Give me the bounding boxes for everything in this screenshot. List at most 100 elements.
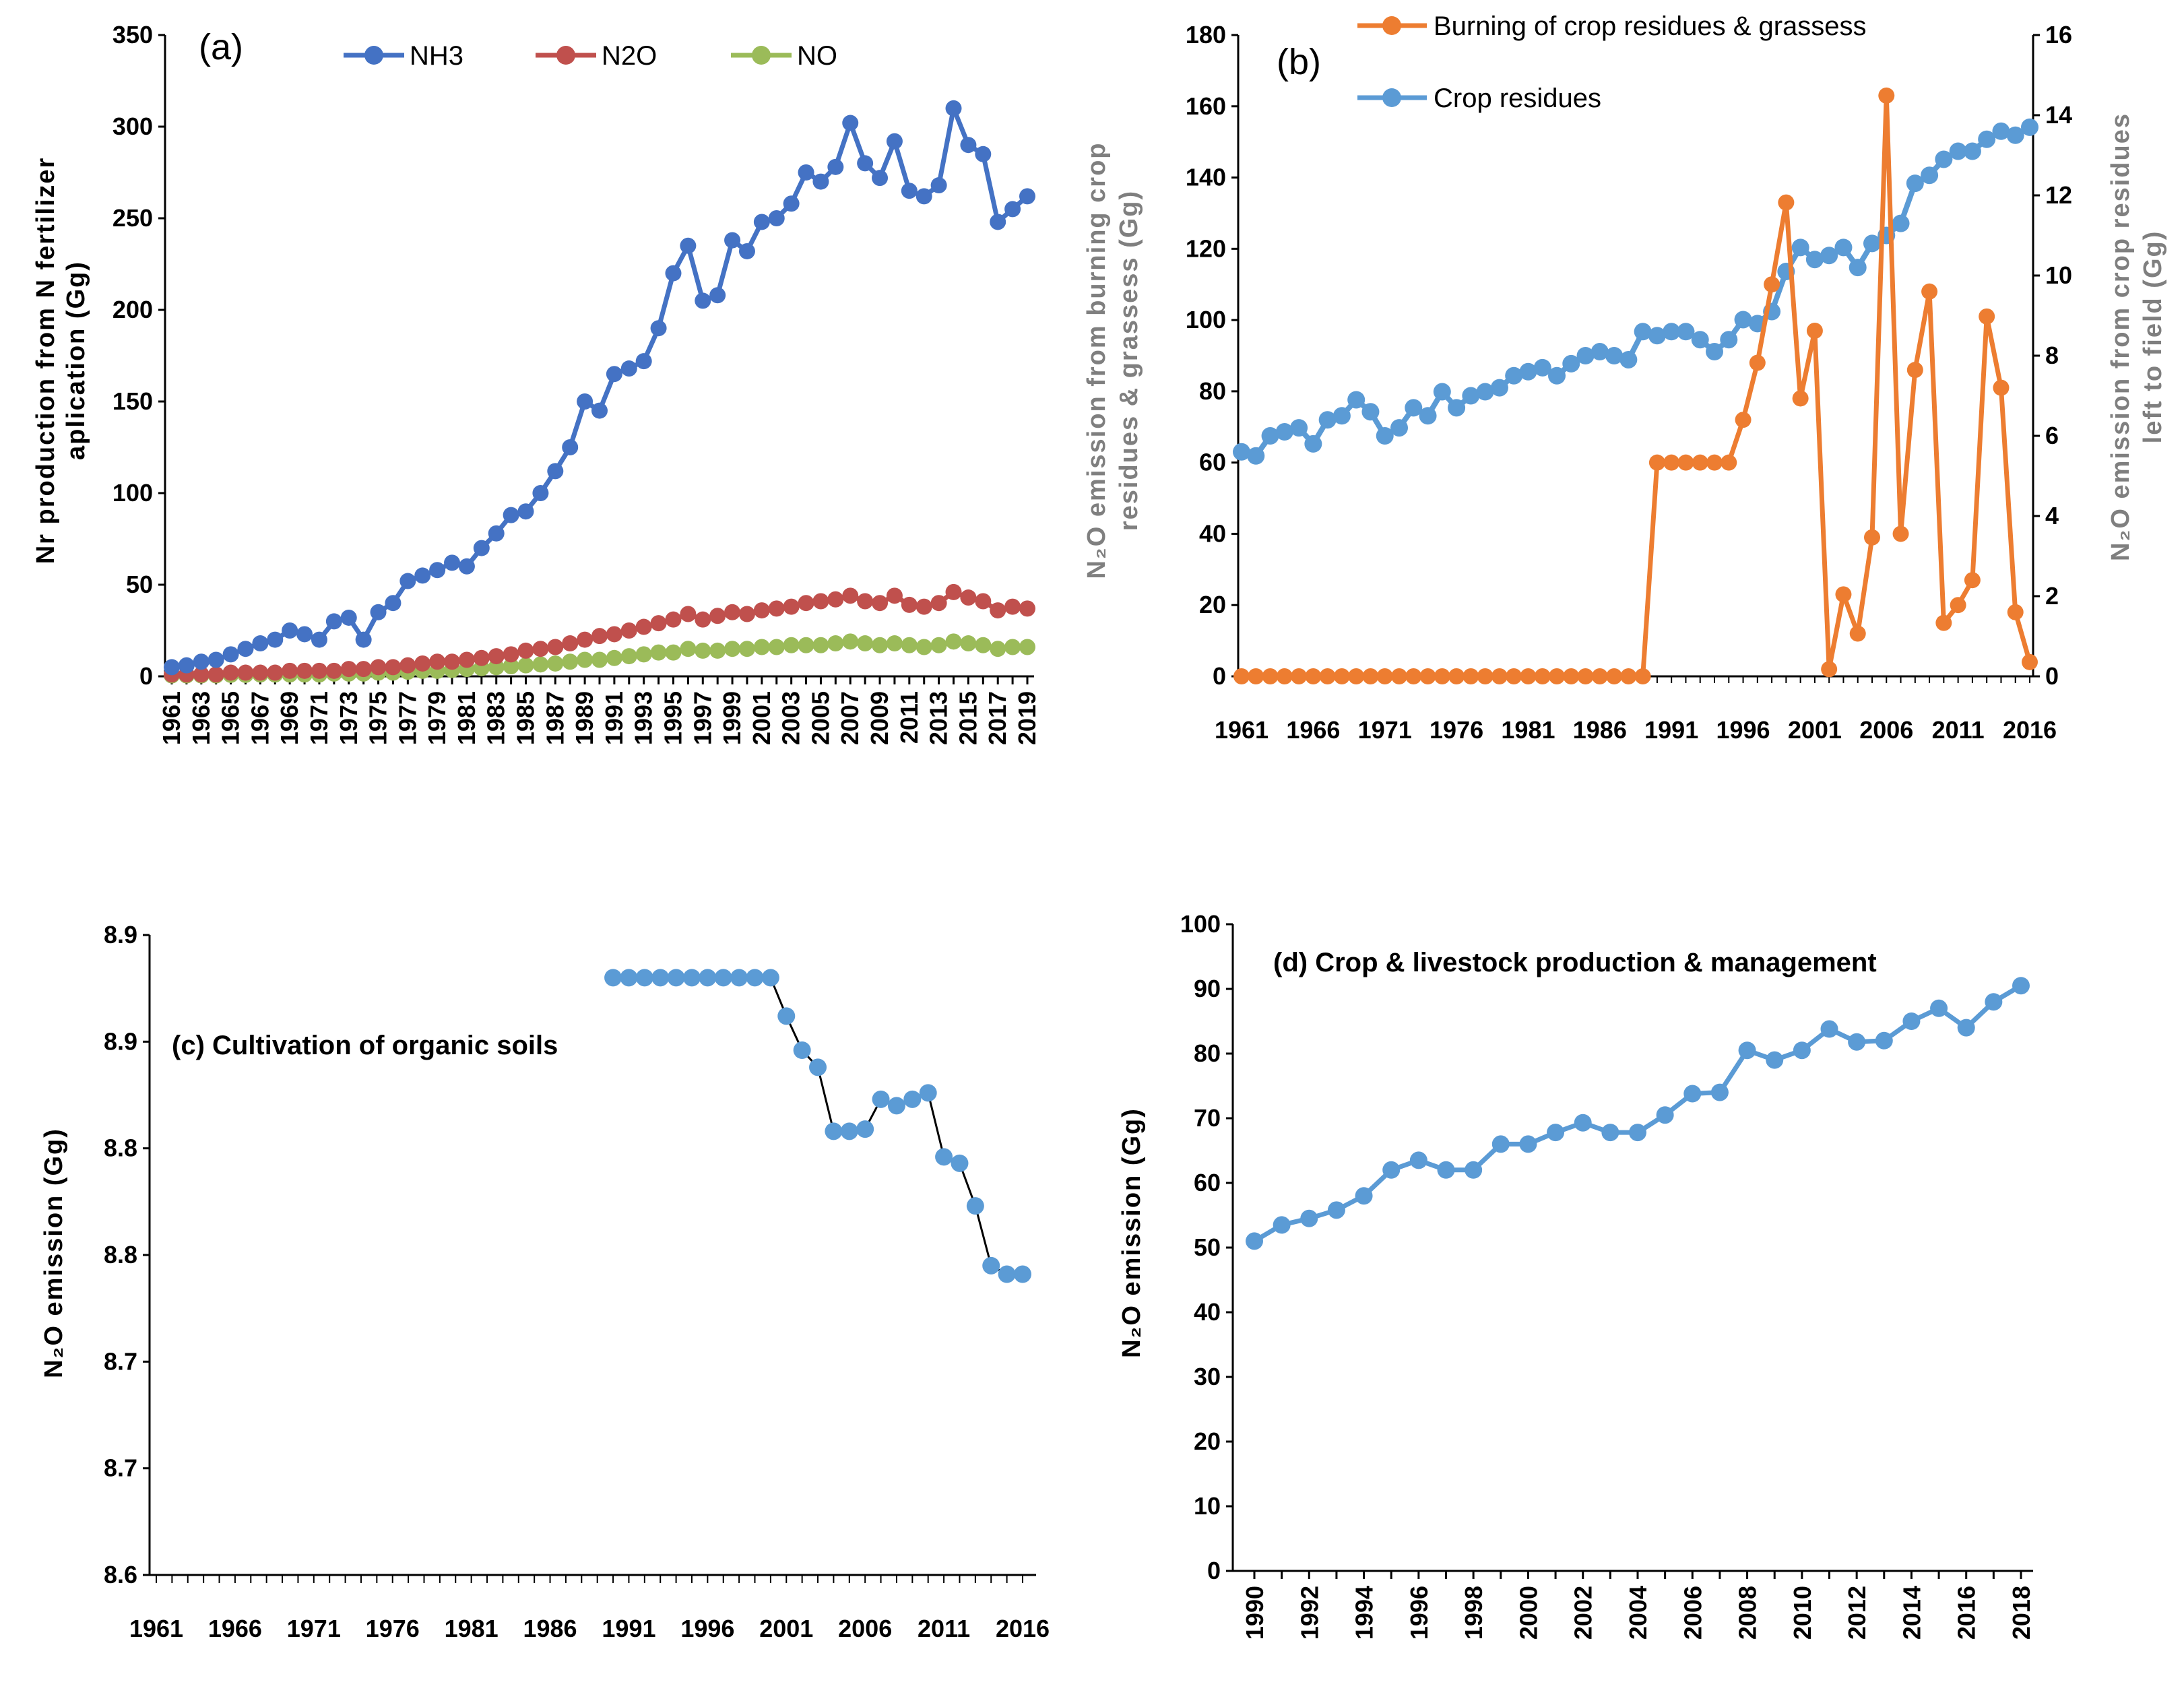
panel-a-series-n2o-point — [532, 641, 549, 657]
panel-a-series-n2o-point — [193, 666, 210, 683]
panel-c-y-tick-label: 8.7 — [104, 1347, 137, 1375]
panel-a-series-nh3-point — [237, 641, 254, 657]
panel-b-series-crop-residues-point — [1376, 427, 1394, 445]
panel-d-y-axis-title: N₂O emission (Gg) — [1118, 1107, 1146, 1358]
panel-a-series-n2o-point — [886, 587, 903, 604]
panel-b-series-burning-point — [1835, 586, 1852, 603]
panel-a-x-tick-label: 1995 — [659, 691, 686, 745]
panel-b-label: (b) — [1277, 42, 1321, 82]
panel-b-series-crop-residues-point — [1849, 259, 1867, 277]
panel-d-series-crop-livestock-point — [1355, 1187, 1373, 1205]
panel-a-series-n2o-point — [945, 583, 962, 600]
panel-b-series-burning-point — [1721, 454, 1737, 471]
panel-b-series-crop-residues-point — [1691, 331, 1709, 349]
panel-a-x-tick-label: 1987 — [541, 691, 569, 745]
panel-c-title: (c) Cultivation of organic soils — [172, 1031, 558, 1060]
panel-a-series-n2o-point — [635, 618, 652, 635]
panel-a-series-no-point — [857, 635, 874, 652]
panel-c-series-organic-soils-point — [682, 969, 701, 987]
panel-a-series-nh3-point — [901, 183, 918, 199]
panel-a-series-nh3-point — [812, 173, 829, 190]
panel-d-x-tick-label: 2016 — [1953, 1586, 1981, 1640]
panel-d-series-crop-livestock-point — [1273, 1216, 1291, 1234]
panel-a-series-nh3-point — [857, 155, 874, 172]
panel-b-series-crop-residues-point — [1591, 343, 1609, 361]
panel-b-series-burning-point — [1964, 572, 1981, 589]
panel-c-series-organic-soils-point — [620, 969, 638, 987]
panel-b-y-tick-label: 140 — [1186, 164, 1226, 191]
panel-a-series-nh3-point — [842, 115, 859, 131]
panel-b-series-crop-residues-point — [1490, 379, 1508, 397]
panel-a-series-n2o-point — [414, 655, 431, 672]
panel-a-series-no-point — [827, 635, 844, 652]
panel-b-x-tick-label: 1961 — [1215, 716, 1268, 744]
panel-a-x-tick-label: 1983 — [482, 691, 510, 745]
panel-c-x-tick-label: 1996 — [680, 1615, 734, 1642]
panel-a-series-nh3-point — [325, 613, 342, 630]
panel-c-x-tick-label: 1971 — [287, 1615, 341, 1642]
panel-b-x-tick-label: 1991 — [1644, 716, 1698, 744]
panel-d-x-tick-label: 2014 — [1898, 1586, 1925, 1640]
panel-a-series-nh3-point — [753, 214, 770, 230]
panel-a-series-nh3-point — [945, 100, 962, 117]
panel-a-series-nh3-point — [355, 631, 372, 648]
legend-marker-n2o — [556, 46, 575, 65]
panel-a-series-n2o-point — [547, 639, 564, 655]
panel-a-y-axis-title-line2: aplication (Gg) — [62, 261, 90, 460]
panel-d-series-crop-livestock-point — [1547, 1124, 1565, 1142]
panel-d-y-tick-label: 100 — [1180, 910, 1221, 938]
panel-a-series-n2o-point — [738, 606, 755, 622]
panel-c-series-organic-soils-point — [635, 969, 653, 987]
panel-c-series-organic-soils-point — [998, 1265, 1016, 1283]
panel-a-x-tick-label: 1975 — [364, 691, 392, 745]
panel-c-series-organic-soils-point — [809, 1058, 827, 1076]
panel-a-series-nh3-point — [577, 393, 593, 410]
panel-d-series-crop-livestock-point — [1985, 993, 2003, 1011]
panel-b-series-crop-residues-point — [1304, 434, 1322, 453]
panel-b-series-burning-point — [1620, 668, 1637, 684]
panel-d-y-tick-label: 70 — [1194, 1104, 1221, 1132]
panel-b-series-burning-point — [1692, 454, 1708, 471]
panel-a-series-n2o-point — [753, 602, 770, 619]
panel-a-series-n2o-point — [1004, 598, 1021, 615]
panel-b-series-crop-residues-point — [1677, 323, 1695, 341]
panel-a-series-n2o-point — [517, 642, 534, 659]
panel-b-x-tick-label: 1996 — [1716, 716, 1770, 744]
panel-a-series-no-point — [665, 644, 682, 661]
panel-b-series-crop-residues-point — [1361, 403, 1380, 421]
panel-b-series-crop-residues-point — [1791, 238, 1809, 257]
panel-b-series-burning-point — [2007, 604, 2024, 620]
panel-a-series-n2o-point — [650, 615, 667, 632]
panel-b-series-burning-point — [1319, 668, 1336, 684]
panel-b-series-burning-point — [1577, 668, 1594, 684]
panel-d-series-crop-livestock-point — [1930, 999, 1948, 1017]
panel-a-series-nh3-point — [562, 439, 579, 455]
panel-d-series-crop-livestock-point — [1382, 1161, 1401, 1179]
panel-d-y-tick-label: 10 — [1194, 1492, 1221, 1520]
panel-a-series-no-point — [872, 637, 889, 653]
panel-b-series-burning-point — [2022, 653, 2038, 670]
panel-d-x-tick-label: 2018 — [2008, 1586, 2035, 1640]
panel-a-series-nh3-point — [591, 402, 608, 419]
panel-c-x-tick-label: 1991 — [602, 1615, 655, 1642]
panel-b-series-crop-residues-point — [1978, 130, 1996, 148]
panel-a-series-nh3-point — [488, 525, 505, 542]
panel-a-series-n2o-point — [399, 657, 416, 674]
panel-d-series-crop-livestock-point — [1875, 1031, 1893, 1050]
panel-a-series-nh3-point — [252, 635, 269, 652]
panel-c-series-organic-soils-point — [982, 1256, 1000, 1275]
panel-a-series-nh3-point — [164, 659, 180, 676]
panel-d-series-crop-livestock-point — [2012, 977, 2030, 995]
panel-a-series-nh3-point — [444, 554, 461, 571]
panel-a-series-nh3-point — [547, 463, 564, 480]
panel-b-legend-marker — [1382, 88, 1401, 107]
panel-a-series-n2o-point — [385, 659, 402, 676]
panel-d-series-crop-livestock-point — [1793, 1041, 1811, 1060]
panel-a-series-n2o-point — [252, 664, 269, 681]
panel-b-right-y-tick-label: 8 — [2045, 342, 2059, 369]
panel-c-series-organic-soils-point — [887, 1097, 905, 1115]
panel-d-series-crop-livestock-point — [1957, 1019, 1975, 1037]
panel-b-series-crop-residues-point — [1706, 343, 1723, 361]
panel-b-right-y-axis-title-line1: N₂O emission from crop residues — [2107, 112, 2135, 561]
panel-b-series-crop-residues-point — [1892, 214, 1910, 232]
